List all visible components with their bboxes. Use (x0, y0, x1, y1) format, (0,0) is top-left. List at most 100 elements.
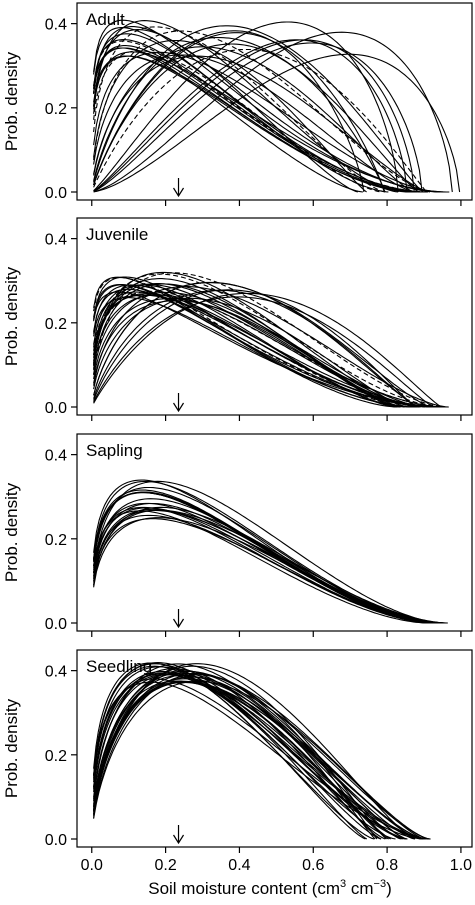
y-tick-label: 0.0 (45, 616, 67, 633)
density-curve (93, 289, 417, 408)
density-curve (93, 55, 431, 193)
y-tick-label: 0.2 (45, 316, 67, 333)
density-curve (93, 297, 406, 408)
density-curve (93, 292, 442, 408)
y-axis-label: Prob. density (2, 266, 21, 366)
density-curve (93, 283, 445, 408)
density-curve (93, 29, 358, 193)
density-curve (93, 662, 375, 840)
panel-adult: Adult 0.0 0.2 0.4 Prob. density (2, 2, 473, 206)
panels: Adult 0.0 0.2 0.4 Prob. density Juvenile 0.0 0.… (2, 2, 473, 853)
density-curve (93, 289, 416, 408)
curves (93, 479, 448, 624)
y-tick-label: 0.0 (45, 832, 67, 849)
density-curve (93, 510, 428, 624)
x-tick-label: 0.0 (81, 857, 103, 874)
density-curve (93, 681, 425, 840)
x-tick-label: 0.2 (154, 857, 176, 874)
density-curve (93, 506, 431, 624)
y-tick-label: 0.4 (45, 232, 67, 249)
density-curve (93, 293, 398, 408)
density-curve (93, 42, 423, 193)
mean-arrow (173, 825, 185, 845)
density-curve (93, 509, 448, 624)
plot-frame (76, 217, 473, 416)
panel-label: Adult (86, 10, 125, 29)
curves (93, 662, 431, 840)
mean-arrow (173, 609, 185, 629)
density-curve (93, 676, 376, 840)
panel-label: Seedling (86, 657, 152, 676)
y-tick-label: 0.4 (45, 17, 67, 34)
panel-sapling: Sapling 0.0 0.2 0.4 Prob. density (2, 433, 473, 637)
x-tick-label: 0.4 (228, 857, 250, 874)
density-curve (93, 670, 407, 840)
mean-arrow (173, 393, 185, 413)
density-curve (93, 32, 385, 193)
y-tick-label: 0.0 (45, 185, 67, 202)
density-curve (93, 678, 431, 840)
density-curve (93, 47, 363, 193)
panel-label: Juvenile (86, 225, 148, 244)
density-curve (93, 506, 434, 624)
plot-frame (76, 2, 473, 201)
y-tick-label: 0.2 (45, 532, 67, 549)
y-tick-label: 0.4 (45, 448, 67, 465)
x-axis: 0.0 0.2 0.4 0.6 0.8 1.0 (81, 857, 473, 874)
density-curve (93, 508, 444, 624)
plot-frame (76, 649, 473, 848)
y-tick-label: 0.2 (45, 748, 67, 765)
density-curve (93, 26, 422, 193)
density-curve (93, 284, 398, 408)
density-curve (93, 507, 432, 624)
density-curve-dashed (93, 276, 437, 408)
density-curve (93, 296, 434, 408)
density-curve (93, 479, 430, 624)
density-curve (93, 25, 424, 193)
y-axis-label: Prob. density (2, 51, 21, 151)
panel-juvenile: Juvenile 0.0 0.2 0.4 Prob. density (2, 217, 473, 421)
density-curve (93, 51, 449, 193)
x-tick-label: 0.6 (302, 857, 324, 874)
density-curve (93, 20, 399, 193)
y-tick-label: 0.4 (45, 664, 67, 681)
density-curve (93, 674, 415, 840)
curves (93, 271, 449, 408)
panel-seedling: Seedling 0.0 0.2 0.4 Prob. density (2, 649, 473, 853)
panel-label: Sapling (86, 441, 143, 460)
density-curve (93, 297, 413, 408)
density-curve (93, 286, 449, 408)
density-curve (93, 672, 430, 840)
density-curve-dashed (93, 273, 443, 408)
density-curve (93, 502, 430, 624)
y-axis-label: Prob. density (2, 698, 21, 798)
density-curve (93, 283, 444, 408)
plot-frame (76, 433, 473, 632)
density-curve (93, 674, 368, 840)
density-curve (93, 480, 444, 624)
density-curve (93, 53, 461, 193)
density-curve (93, 39, 408, 193)
y-axis-label: Prob. density (2, 482, 21, 582)
density-curve-dashed (93, 50, 382, 193)
density-curve (93, 517, 447, 624)
density-curve (93, 39, 415, 193)
curves (93, 19, 461, 193)
density-curve (93, 294, 420, 408)
density-curve (93, 54, 416, 193)
density-curve (93, 43, 386, 193)
density-curve (93, 282, 432, 408)
density-curve (93, 509, 448, 624)
density-curve (93, 45, 417, 193)
density-curve (93, 514, 435, 624)
y-tick-label: 0.0 (45, 400, 67, 417)
density-curve (93, 31, 453, 193)
density-curve (93, 30, 365, 193)
density-curve (93, 47, 413, 193)
density-curve (93, 498, 435, 624)
density-curve-dashed (93, 272, 446, 408)
y-tick-label: 0.2 (45, 101, 67, 118)
x-axis-label: Soil moisture content (cm3 cm−3) (148, 878, 392, 898)
x-tick-label: 1.0 (450, 857, 472, 874)
